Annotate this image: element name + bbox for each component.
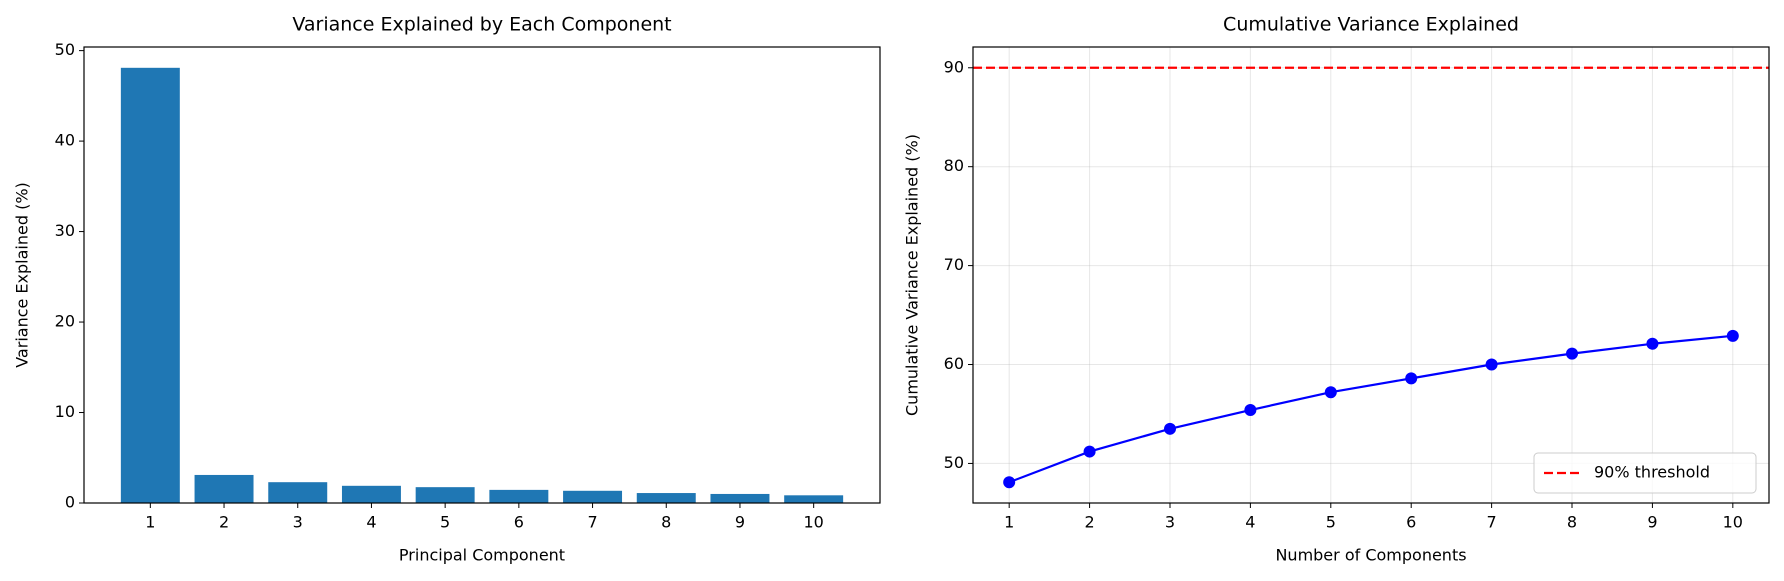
bar (563, 490, 623, 503)
bar (636, 493, 696, 503)
chart-title: Variance Explained by Each Component (292, 14, 671, 36)
x-tick-label: 2 (1084, 513, 1094, 532)
bar (120, 67, 180, 504)
bar (415, 487, 475, 503)
y-tick-label: 50 (944, 453, 964, 472)
x-tick-label: 1 (145, 513, 155, 532)
y-tick-label: 30 (55, 221, 75, 240)
x-tick-label: 2 (219, 513, 229, 532)
y-tick-label: 50 (55, 40, 75, 59)
point (1083, 445, 1096, 458)
x-tick-label: 4 (1245, 513, 1255, 532)
point (1485, 358, 1498, 371)
x-tick-label: 10 (803, 513, 823, 532)
axes-frame (83, 46, 881, 504)
point (1163, 422, 1176, 435)
x-tick-label: 10 (1723, 513, 1743, 532)
bar (784, 495, 844, 503)
point (1726, 329, 1739, 342)
legend-label: 90% threshold (1594, 463, 1710, 482)
bar (710, 493, 770, 503)
x-tick-label: 7 (587, 513, 597, 532)
y-tick-label: 0 (65, 493, 75, 512)
legend-box (1533, 452, 1757, 494)
x-tick-label: 8 (661, 513, 671, 532)
point (1244, 404, 1257, 417)
x-tick-label: 6 (1406, 513, 1416, 532)
bar (341, 485, 401, 503)
x-tick-label: 9 (1647, 513, 1657, 532)
x-tick-label: 4 (366, 513, 376, 532)
y-tick-label: 90 (944, 57, 964, 76)
x-tick-label: 9 (735, 513, 745, 532)
point (1405, 372, 1418, 385)
y-tick-label: 60 (944, 354, 964, 373)
x-tick-label: 7 (1487, 513, 1497, 532)
y-axis-label: Cumulative Variance Explained (%) (903, 134, 922, 416)
point (1003, 476, 1016, 489)
point (1566, 347, 1579, 360)
bar (489, 489, 549, 503)
bar (268, 482, 328, 503)
x-tick-label: 1 (1004, 513, 1014, 532)
y-tick-label: 70 (944, 255, 964, 274)
x-axis-label: Number of Components (1275, 546, 1466, 565)
y-axis-label: Variance Explained (%) (13, 182, 32, 368)
y-tick-label: 40 (55, 131, 75, 150)
y-tick-label: 80 (944, 156, 964, 175)
x-tick-label: 8 (1567, 513, 1577, 532)
y-tick-label: 10 (55, 402, 75, 421)
y-tick-label: 20 (55, 312, 75, 331)
x-tick-label: 5 (440, 513, 450, 532)
series-line (1008, 334, 1733, 484)
x-tick-label: 5 (1326, 513, 1336, 532)
point (1324, 386, 1337, 399)
x-tick-label: 3 (293, 513, 303, 532)
point (1646, 337, 1659, 350)
x-axis-label: Principal Component (399, 546, 565, 565)
x-tick-label: 6 (514, 513, 524, 532)
chart-title: Cumulative Variance Explained (1223, 14, 1519, 36)
axes-frame (972, 46, 1770, 504)
x-tick-label: 3 (1165, 513, 1175, 532)
bar (194, 474, 254, 503)
